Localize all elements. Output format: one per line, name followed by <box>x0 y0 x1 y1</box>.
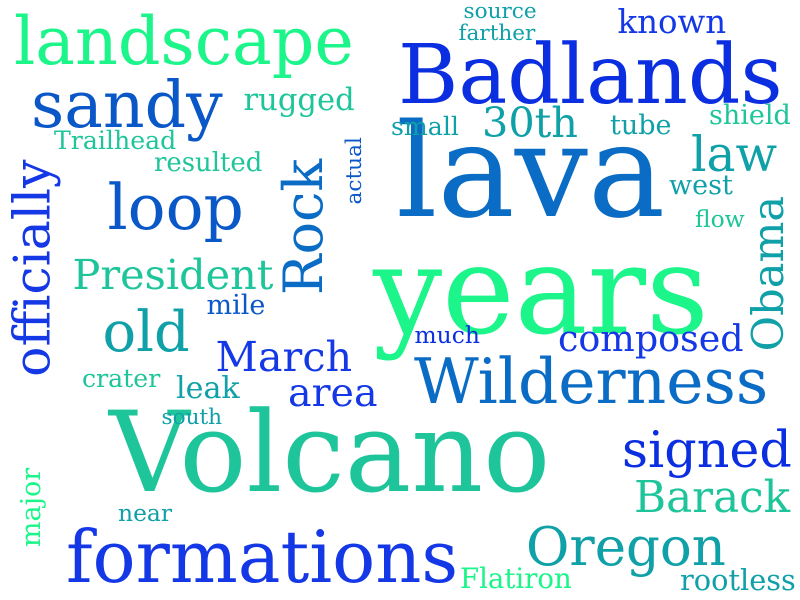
word-flow: flow <box>695 204 745 233</box>
word-small: small <box>391 111 459 141</box>
word-landscape: landscape <box>14 1 354 80</box>
word-sandy: sandy <box>31 67 223 143</box>
word-loop: loop <box>107 170 244 244</box>
word-south: south <box>161 405 223 430</box>
word-rugged: rugged <box>243 82 355 118</box>
word-flatiron: Flatiron <box>460 563 572 595</box>
word-west: west <box>669 169 733 201</box>
word-law: law <box>691 126 778 183</box>
word-rock: Rock <box>272 158 336 296</box>
word-formations: formations <box>66 516 459 599</box>
word-barack: Barack <box>634 472 791 523</box>
word-march: March <box>215 332 353 381</box>
word-oregon: Oregon <box>526 516 726 578</box>
word-trailhead: Trailhead <box>54 125 177 155</box>
word-source: source <box>463 0 537 24</box>
word-mile: mile <box>206 289 266 321</box>
word-volcano: Volcano <box>109 388 551 518</box>
word-wilderness: Wilderness <box>414 344 769 418</box>
word-badlands: Badlands <box>398 28 783 123</box>
word-officially: officially <box>1 159 61 377</box>
word-rootless: rootless <box>680 562 796 597</box>
word-area: area <box>288 370 378 416</box>
word-resulted: resulted <box>154 148 263 178</box>
word-crater: crater <box>82 363 161 393</box>
word-lava: lava <box>396 96 666 247</box>
word-actual: actual <box>341 137 367 205</box>
word-years: years <box>373 219 709 362</box>
word-major: major <box>15 467 47 547</box>
word-near: near <box>118 498 173 527</box>
word-tube: tube <box>610 109 672 141</box>
word-farther: farther <box>458 21 536 46</box>
word-much: much <box>414 320 480 349</box>
word-known: known <box>617 3 727 41</box>
word-shield: shield <box>709 99 791 131</box>
word-composed: composed <box>558 317 744 360</box>
word-old: old <box>102 300 190 365</box>
word-obama: Obama <box>744 195 795 351</box>
word-leak: leak <box>176 371 240 406</box>
word-30th: 30th <box>482 98 578 147</box>
word-president: President <box>72 250 274 299</box>
word-signed: signed <box>622 419 792 479</box>
